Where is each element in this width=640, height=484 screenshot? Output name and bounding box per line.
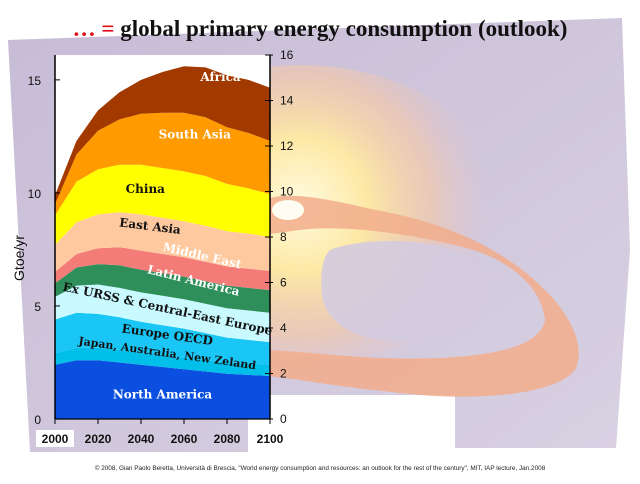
tick-label-right-6: 6 (280, 276, 287, 290)
series-label-north-america: North America (113, 388, 213, 402)
tick-label-right-8: 8 (280, 230, 287, 244)
tick-label-right-0: 0 (280, 412, 287, 426)
series-label-africa: Africa (199, 70, 240, 84)
title-text: global primary energy consumption (outlo… (120, 16, 568, 41)
series-label-china: China (126, 182, 166, 196)
area-latin-america (55, 264, 270, 313)
tick-label-right-4: 4 (280, 321, 287, 335)
tick-label-right-12: 12 (280, 139, 294, 153)
tick-label-x-2020: 2020 (85, 432, 112, 446)
area-europe-oecd (55, 312, 270, 365)
tick-label-x-2000: 2000 (42, 432, 69, 446)
tick-label-left-10: 10 (28, 187, 42, 201)
tick-label-x-2080: 2080 (214, 432, 241, 446)
series-label-south-asia: South Asia (159, 128, 231, 142)
flame-hole (321, 241, 487, 342)
area-north-america (55, 360, 270, 419)
tick-label-x-2060: 2060 (171, 432, 198, 446)
area-africa (55, 66, 270, 205)
slide-title: … = global primary energy consumption (o… (0, 16, 640, 42)
area-south-asia (55, 112, 270, 216)
tick-label-left-0: 0 (34, 413, 41, 427)
tick-label-x-2040: 2040 (128, 432, 155, 446)
area-ex-urss-central-east-europe (55, 284, 270, 343)
y-axis-label: Gtoe/yr (10, 235, 27, 281)
credit-line: © 2008, Gian Paolo Beretta, Università d… (94, 465, 546, 472)
tick-label-left-5: 5 (34, 300, 41, 314)
area-middle-east (55, 247, 270, 291)
title-dots: … = (72, 16, 115, 41)
tick-label-left-15: 15 (28, 74, 42, 88)
tick-label-right-10: 10 (280, 185, 294, 199)
tick-label-right-16: 16 (280, 48, 294, 62)
area-china (55, 164, 270, 245)
tick-label-x-2100: 2100 (257, 432, 284, 446)
area-east-asia (55, 212, 270, 272)
flame-core (272, 200, 304, 220)
tick-label-right-2: 2 (280, 367, 287, 381)
tick-label-right-14: 14 (280, 94, 294, 108)
x-first-label-box (36, 430, 74, 447)
area-japan-australia-new-zeland (55, 347, 270, 376)
